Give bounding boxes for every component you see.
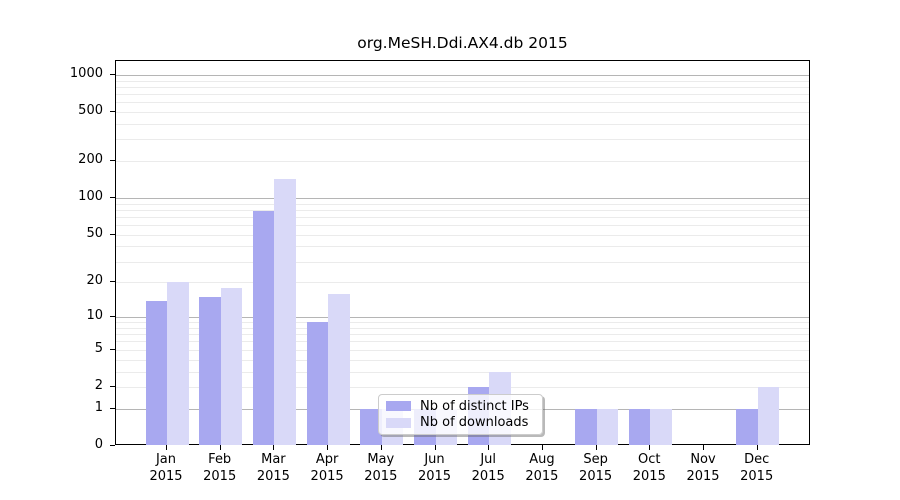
- y-axis-tick-label: 1: [94, 399, 103, 415]
- grid-line-minor: [116, 349, 809, 351]
- y-axis-tick-label: 10: [86, 308, 103, 324]
- legend-item-distinct-ips: Nb of distinct IPs: [386, 399, 535, 414]
- bar-downloads: [650, 408, 672, 445]
- y-axis-tick: [110, 445, 115, 446]
- y-axis-tick: [110, 348, 115, 350]
- x-axis-tick-label: Dec 2015: [740, 452, 774, 484]
- x-axis-tick-label: May 2015: [364, 452, 398, 484]
- grid-line-minor: [116, 123, 809, 125]
- grid-line-minor: [116, 112, 809, 114]
- bar-distinct-ips: [628, 408, 651, 445]
- y-axis-tick-label: 100: [78, 189, 103, 205]
- legend-swatch-downloads: [386, 417, 411, 428]
- bar-distinct-ips: [360, 408, 382, 445]
- bar-downloads: [167, 282, 189, 445]
- y-axis-tick: [110, 385, 115, 387]
- y-axis-tick-label: 200: [78, 152, 103, 168]
- y-axis-tick-label: 20: [86, 273, 103, 289]
- y-axis-tick-label: 2: [94, 377, 103, 393]
- bar-distinct-ips: [736, 408, 758, 445]
- grid-line-minor: [116, 93, 809, 95]
- grid-line-minor: [116, 86, 809, 88]
- grid-line-minor: [116, 139, 809, 141]
- x-axis-tick-label: Sep 2015: [579, 452, 613, 484]
- legend-label-distinct-ips: Nb of distinct IPs: [420, 398, 529, 414]
- bar-distinct-ips: [199, 297, 221, 445]
- y-axis-tick: [110, 281, 115, 283]
- x-axis-tick: [219, 445, 221, 450]
- x-axis-tick: [488, 445, 490, 450]
- legend: Nb of distinct IPs Nb of downloads: [378, 394, 543, 435]
- grid-line-major: [116, 198, 809, 200]
- x-axis-tick: [649, 445, 651, 450]
- grid-line-minor: [116, 80, 809, 82]
- bar-distinct-ips: [575, 408, 597, 445]
- y-axis-tick-label: 5: [94, 340, 103, 356]
- grid-line-major: [116, 74, 809, 76]
- y-axis-tick: [110, 160, 115, 162]
- x-axis-tick: [380, 445, 382, 450]
- bar-distinct-ips: [252, 211, 275, 445]
- y-axis-tick: [110, 111, 115, 113]
- bar-downloads: [757, 386, 780, 445]
- y-axis-tick: [110, 73, 115, 75]
- grid-line-minor: [116, 216, 809, 218]
- x-axis-tick-label: Aug 2015: [525, 452, 559, 484]
- bar-downloads: [274, 179, 296, 445]
- grid-line-minor: [116, 203, 809, 205]
- legend-item-downloads: Nb of downloads: [386, 415, 535, 430]
- y-axis-tick-label: 500: [78, 103, 103, 119]
- y-axis-tick-label: 50: [86, 225, 103, 241]
- y-axis-tick-label: 0: [94, 437, 103, 452]
- grid-line-minor: [116, 282, 809, 284]
- y-axis-tick: [110, 233, 115, 235]
- grid-line-minor: [116, 334, 809, 336]
- x-axis-tick-label: Oct 2015: [632, 452, 666, 484]
- grid-line-minor: [116, 161, 809, 163]
- x-axis-tick-label: Jun 2015: [417, 452, 452, 484]
- x-axis-tick-label: Feb 2015: [203, 452, 237, 484]
- x-axis-tick-label: Mar 2015: [256, 452, 290, 484]
- grid-line-minor: [116, 371, 809, 373]
- grid-line-minor: [116, 246, 809, 248]
- grid-line-major: [116, 317, 809, 319]
- x-axis-tick-label: Jul 2015: [471, 452, 505, 484]
- x-axis-tick-label: Apr 2015: [310, 452, 344, 484]
- x-axis-tick: [327, 445, 329, 450]
- bar-downloads: [596, 408, 619, 445]
- grid-line-minor: [116, 234, 809, 236]
- x-axis-tick-label: Nov 2015: [686, 452, 720, 484]
- x-axis-tick: [166, 445, 167, 450]
- grid-line-minor: [116, 359, 809, 361]
- bar-downloads: [220, 287, 243, 445]
- x-axis-tick: [541, 445, 543, 450]
- x-axis-tick: [703, 445, 704, 450]
- bar-distinct-ips: [145, 300, 167, 445]
- grid-line-minor: [116, 102, 809, 104]
- plot-area: [115, 60, 810, 445]
- legend-label-downloads: Nb of downloads: [420, 415, 529, 431]
- grid-line-minor: [116, 341, 809, 343]
- x-axis-tick: [595, 445, 597, 450]
- bar-distinct-ips: [306, 322, 329, 445]
- x-axis-tick-label: Jan 2015: [149, 452, 183, 484]
- grid-line-minor: [116, 225, 809, 227]
- grid-line-minor: [116, 209, 809, 211]
- y-axis-tick-label: 1000: [69, 65, 103, 81]
- y-axis-tick: [110, 197, 115, 199]
- grid-line-minor: [116, 386, 809, 388]
- x-axis-tick: [434, 445, 436, 450]
- y-axis-tick: [110, 407, 115, 409]
- legend-swatch-distinct-ips: [386, 401, 411, 412]
- bar-downloads: [328, 293, 350, 445]
- grid-line-minor: [116, 261, 809, 263]
- grid-line-minor: [116, 327, 809, 329]
- chart-title: org.MeSH.Ddi.AX4.db 2015: [357, 34, 568, 52]
- x-axis-tick: [273, 445, 275, 450]
- y-axis-tick: [110, 316, 115, 318]
- x-axis-tick: [756, 445, 758, 450]
- grid-line-minor: [116, 322, 809, 324]
